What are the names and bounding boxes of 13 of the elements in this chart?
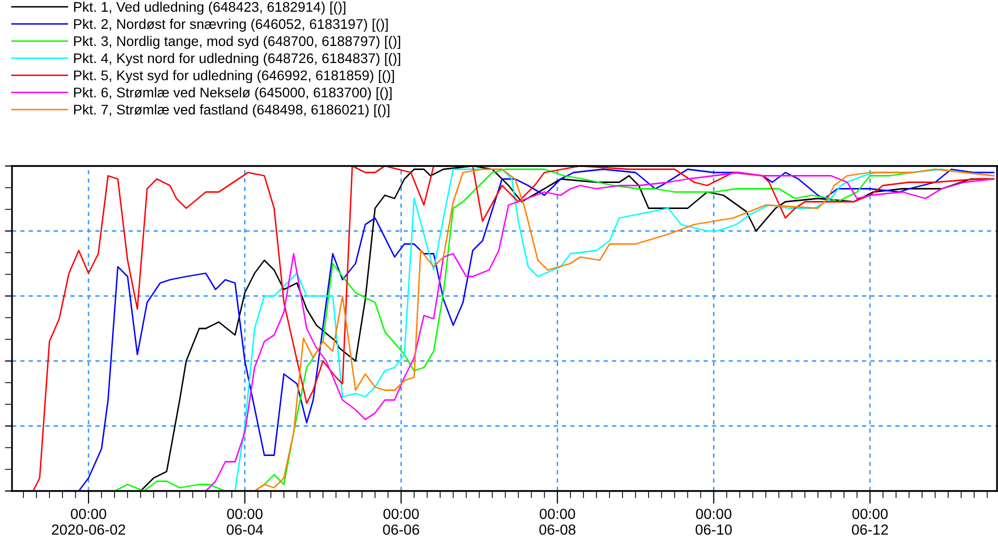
legend-label: Pkt. 5, Kyst syd for udledning (646992, 6181859) [()] bbox=[74, 70, 394, 84]
x-tick-label: 00:00 06-08 bbox=[539, 508, 576, 535]
legend-label: Pkt. 4, Kyst nord for udledning (648726, 6184837) [()] bbox=[74, 52, 400, 66]
legend-label: Pkt. 1, Ved udledning (648423, 6182914) [()] bbox=[74, 2, 346, 15]
x-tick-label: 00:00 06-12 bbox=[852, 508, 888, 535]
legend-label: Pkt. 6, Strømlæ ved Nekselø (645000, 6183700) [()] bbox=[74, 87, 392, 100]
legend-label: Pkt. 2, Nordøst for snævring (646052, 6183197) [()] bbox=[74, 18, 388, 32]
x-tick-label: 00:00 06-10 bbox=[696, 508, 732, 535]
x-tick-label: 00:00 06-06 bbox=[383, 508, 420, 535]
x-tick-label: 00:00 2020-06-02 bbox=[52, 508, 126, 535]
legend-label: Pkt. 3, Nordlig tange, mod syd (648700, 6188797) [()] bbox=[74, 36, 400, 49]
legend-label: Pkt. 7, Strømlæ ved fastland (648498, 6186021) [()] bbox=[74, 104, 390, 118]
x-tick-label: 00:00 06-04 bbox=[226, 508, 264, 535]
